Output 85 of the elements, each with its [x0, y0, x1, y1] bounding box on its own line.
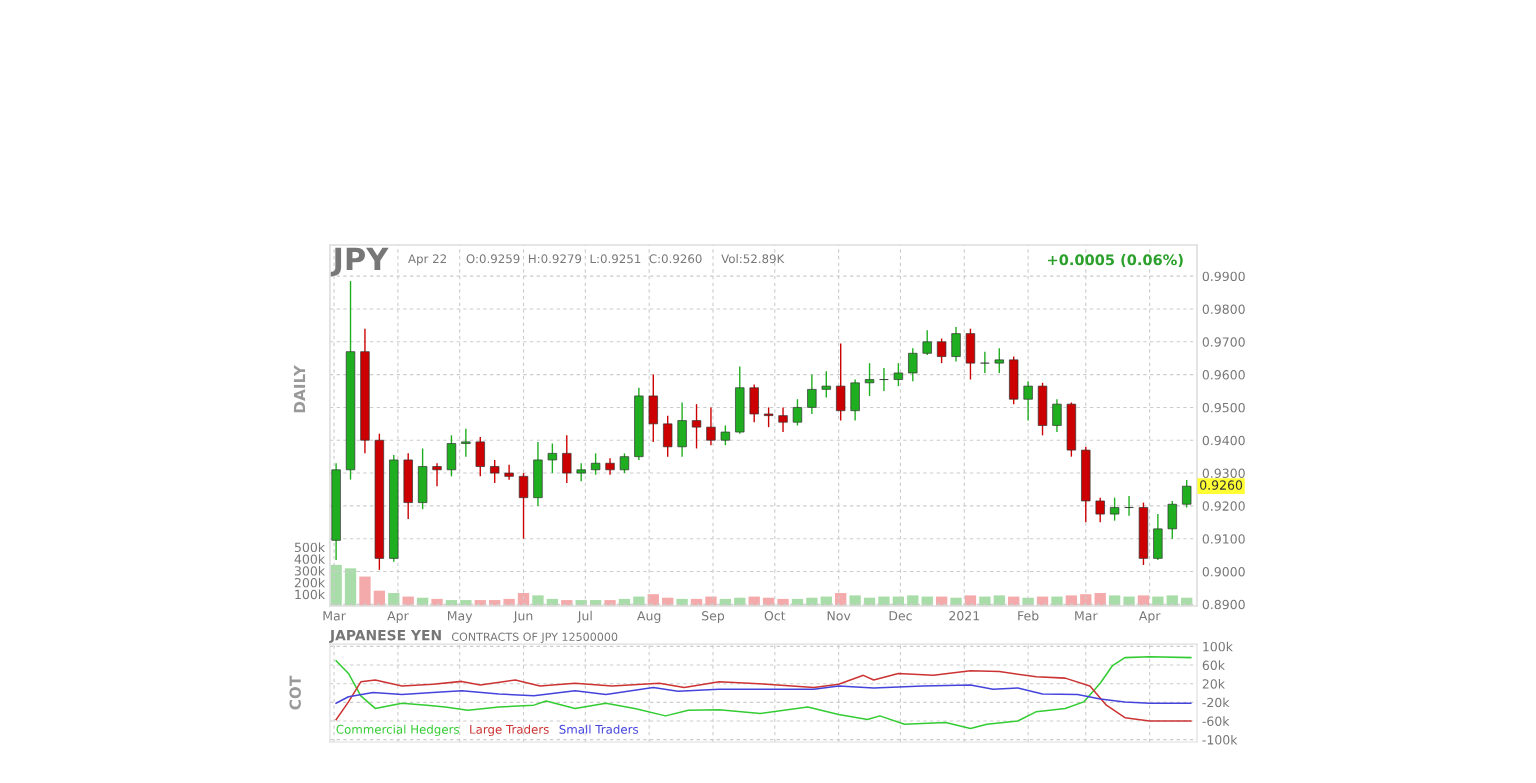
y2-tick-label: 400k	[294, 554, 326, 564]
candlestick	[980, 350, 990, 374]
bar	[532, 595, 544, 606]
y-tick-label: 100k	[1203, 641, 1233, 652]
line-series	[335, 684, 1192, 705]
x-tick-label: Sep	[702, 611, 725, 623]
x-tick-label: Dec	[889, 611, 912, 621]
candlestick	[792, 398, 803, 427]
candlestick	[893, 362, 904, 387]
candlestick	[1023, 380, 1033, 422]
y-tick-label: -60k	[1202, 716, 1230, 726]
candlestick	[619, 452, 630, 474]
y2-tick-label: 300k	[294, 565, 326, 576]
line-series	[335, 669, 1192, 722]
chart-title: JPY	[330, 247, 389, 277]
annotation: +0.0005 (0.06%)	[1048, 254, 1183, 268]
x-tick-label: Mar	[1075, 611, 1098, 621]
chart-subtitle: CONTRACTS OF JPY 12500000	[451, 632, 618, 644]
candlestick	[821, 370, 831, 399]
bar	[359, 576, 371, 606]
y-tick-label: -20k	[1202, 697, 1230, 708]
candlestick	[936, 337, 947, 364]
candlestick	[663, 414, 673, 458]
bar	[849, 595, 861, 606]
x-tick-label: May	[447, 611, 473, 623]
candlestick	[576, 462, 586, 482]
x-tick-label: Oct	[764, 611, 786, 621]
candlestick	[1095, 496, 1105, 523]
x-tick-label: Jul	[577, 610, 592, 623]
y-tick-label: 0.8900	[1202, 599, 1245, 610]
annotation: 0.9260	[1200, 480, 1243, 490]
text: Apr 22 O:0.9259 H:0.9279 L:0.9251 C:0.9260 Vol:52.89K	[408, 254, 785, 266]
candlestick	[504, 464, 514, 481]
y-tick-label: 60k	[1202, 660, 1225, 670]
x-tick-label: Mar	[323, 611, 346, 621]
y-tick-label: 0.9600	[1202, 370, 1245, 380]
text: Small Traders	[559, 724, 639, 734]
candlestick	[908, 347, 918, 382]
candlestick	[590, 452, 601, 476]
candlestick	[547, 442, 558, 474]
candlestick	[461, 428, 471, 458]
candlestick	[951, 326, 961, 363]
bar	[344, 568, 357, 606]
candlestick	[490, 459, 500, 484]
y-tick-label: 0.9100	[1202, 534, 1245, 544]
x-tick-label: 2021	[949, 611, 980, 621]
y2-tick-label: 500k	[294, 542, 326, 553]
y2-axis-title: DAILY	[293, 364, 306, 413]
candlestick	[518, 472, 529, 540]
series-label: Commercial Hedgers	[336, 724, 460, 737]
candlestick	[720, 424, 731, 446]
candlestick	[864, 362, 875, 397]
candlestick	[1109, 496, 1120, 522]
y-tick-label: 0.9300	[1202, 468, 1245, 478]
y-tick-label: 0.9900	[1202, 271, 1245, 282]
y-axis-title: COT	[289, 675, 301, 710]
x-tick-label: Aug	[637, 611, 661, 623]
y-tick-label: 0.9500	[1202, 402, 1245, 413]
x-tick-label: Jun	[513, 611, 533, 623]
y-tick-label: 0.9000	[1202, 566, 1245, 577]
candlestick	[922, 329, 932, 356]
x-tick-label: Apr	[387, 611, 409, 623]
candlestick	[691, 403, 702, 450]
y-tick-label: 0.9800	[1202, 304, 1245, 314]
x-tick-label: Feb	[1018, 610, 1039, 621]
candlestick	[807, 373, 817, 415]
candlestick	[778, 406, 788, 433]
candlestick	[432, 462, 442, 487]
y-tick-label: 0.9700	[1202, 337, 1245, 347]
candlestick	[706, 406, 716, 446]
candlestick	[1052, 398, 1062, 433]
chart-title: JAPANESE YEN	[329, 629, 441, 644]
candlestick	[763, 406, 774, 428]
x-tick-label: Apr	[1138, 611, 1161, 623]
candlestick	[994, 347, 1004, 374]
y-tick-label: 20k	[1202, 678, 1225, 689]
y-tick-label: 0.9400	[1202, 435, 1245, 446]
y2-tick-label: 100k	[295, 589, 326, 600]
candlestick	[1182, 479, 1192, 509]
candlestick	[562, 434, 572, 484]
y2-tick-label: 200k	[294, 577, 326, 588]
text: Large Traders	[470, 724, 549, 737]
x-tick-label: Nov	[827, 611, 851, 621]
y-tick-label: 0.9200	[1202, 501, 1245, 511]
y-tick-label: -100k	[1202, 734, 1238, 745]
